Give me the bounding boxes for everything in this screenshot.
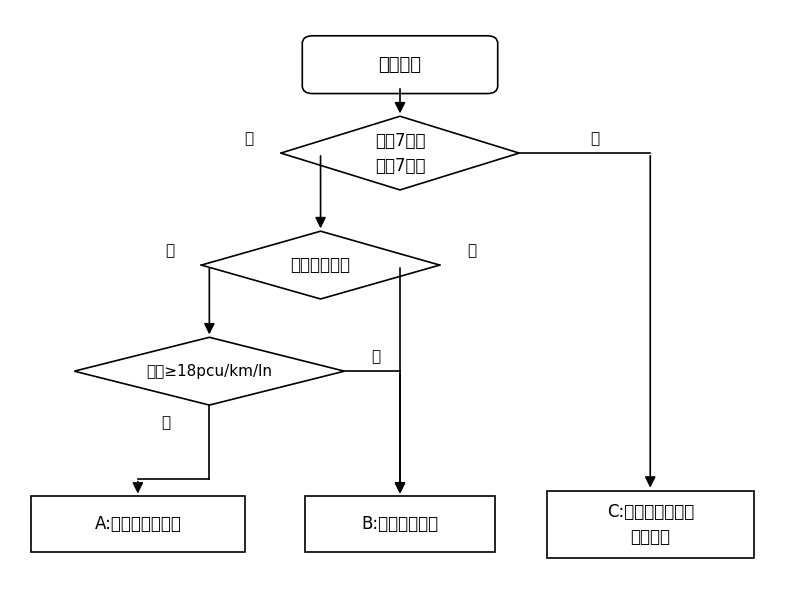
Bar [30, 496, 245, 552]
Text: B:启动可变限速: B:启动可变限速 [362, 515, 438, 534]
Text: 密度≥18pcu/km/ln: 密度≥18pcu/km/ln [146, 364, 272, 378]
Polygon shape [202, 231, 440, 299]
FancyBboxPatch shape [302, 36, 498, 93]
Polygon shape [281, 116, 519, 190]
Polygon shape [74, 337, 344, 405]
Text: 是: 是 [467, 243, 476, 258]
Text: 是: 是 [372, 349, 381, 364]
Text: 是: 是 [590, 131, 599, 146]
Text: A:逐步恢复限速值: A:逐步恢复限速值 [94, 515, 182, 534]
Bar [305, 496, 495, 552]
Text: 否: 否 [245, 131, 254, 146]
Text: 否: 否 [165, 243, 174, 258]
Text: 系统启动: 系统启动 [378, 56, 422, 74]
Text: 晚上7点后
早晨7点前: 晚上7点后 早晨7点前 [374, 131, 426, 174]
Text: 出现不良天气: 出现不良天气 [290, 256, 350, 274]
Text: 否: 否 [161, 415, 170, 430]
Bar [547, 490, 754, 558]
Text: C:显示：保持车速
安全行驶: C:显示：保持车速 安全行驶 [606, 503, 694, 546]
